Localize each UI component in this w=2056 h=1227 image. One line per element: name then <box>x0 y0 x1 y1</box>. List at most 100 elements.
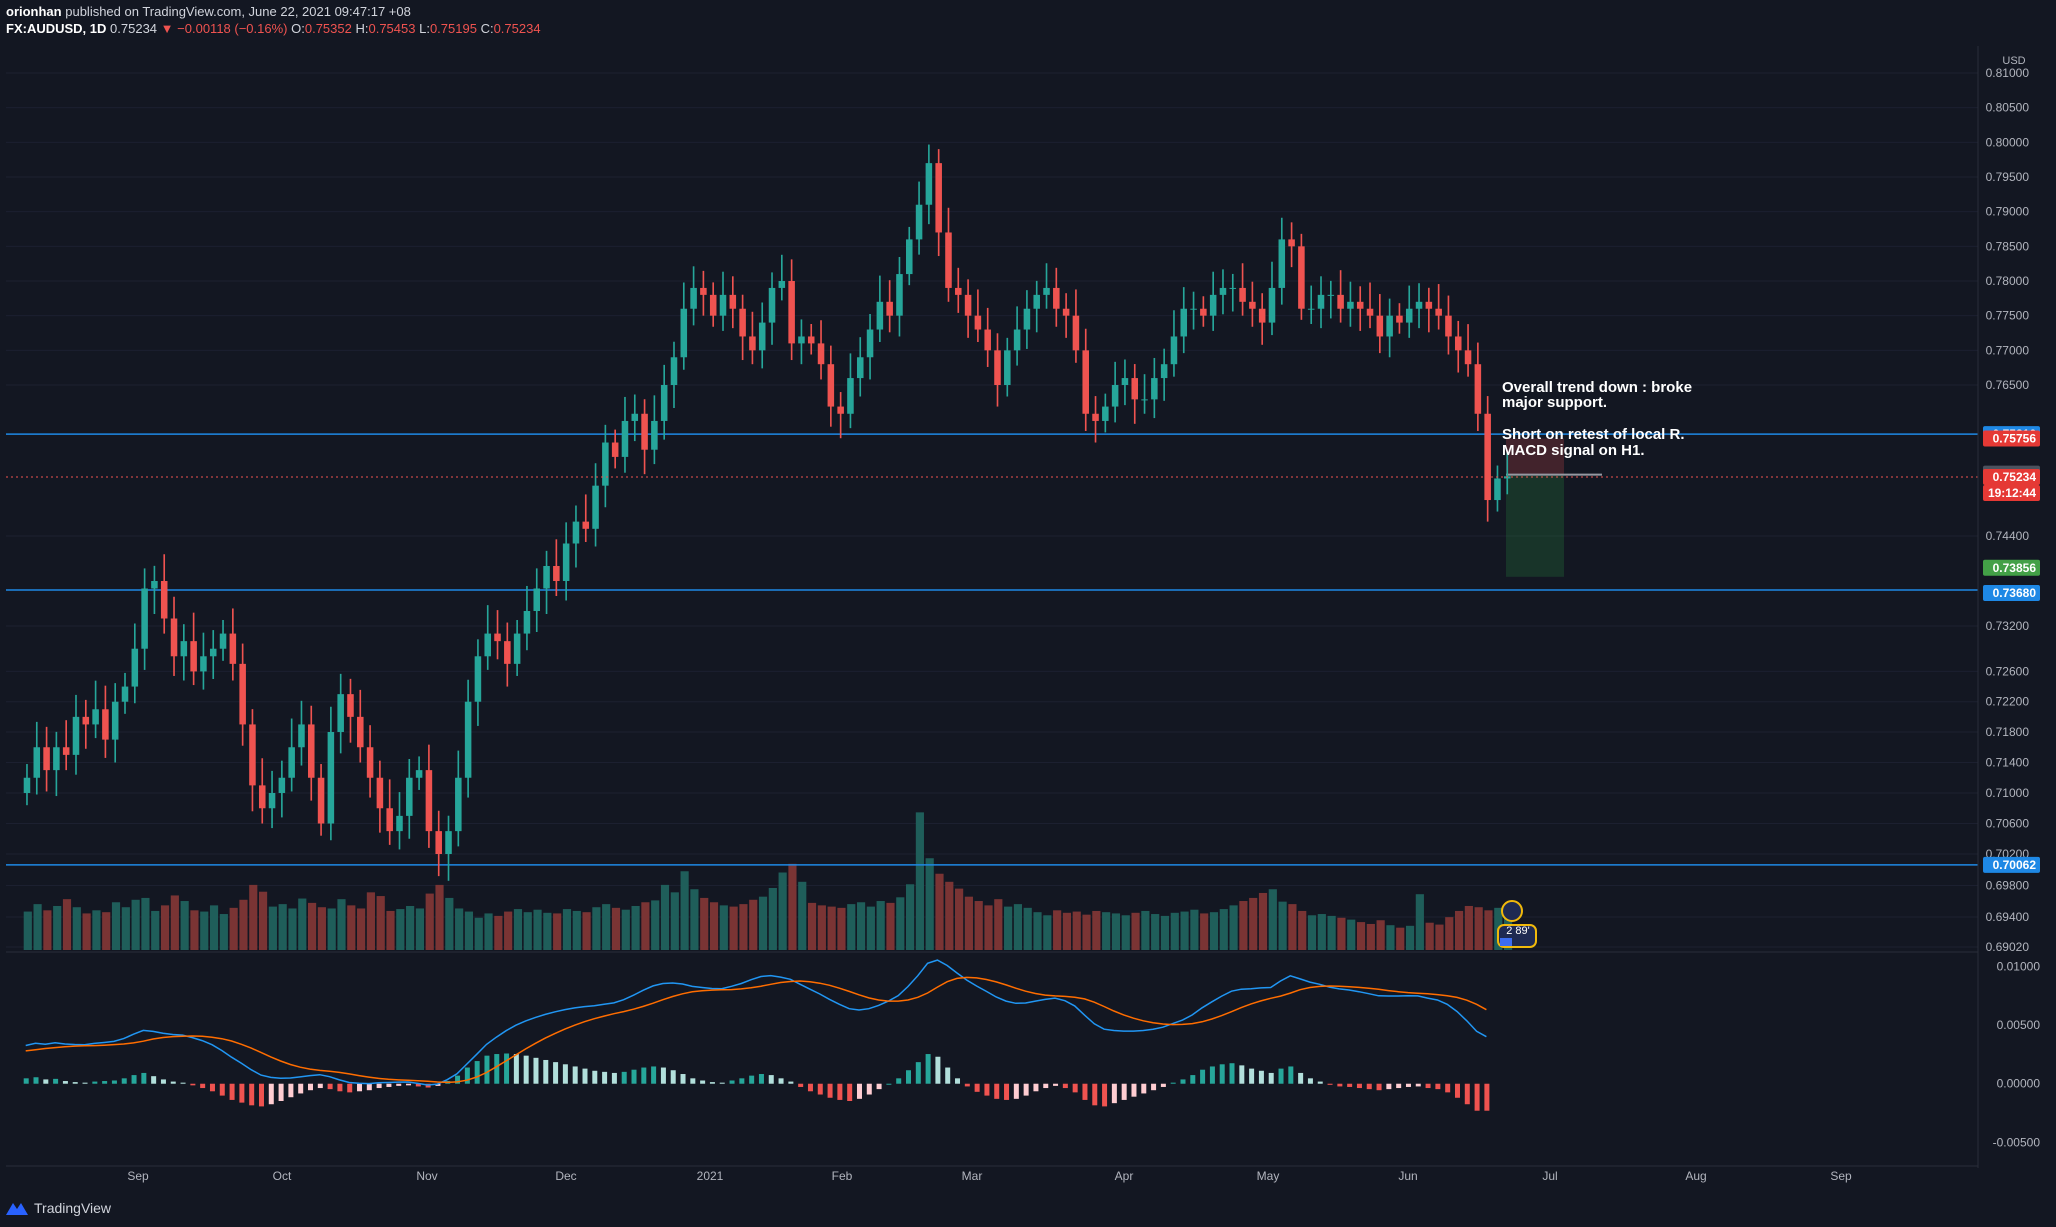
price-tag-label: 0.73680 <box>1993 586 2037 600</box>
time-label-Dec: Dec <box>555 1169 576 1183</box>
volume-bar <box>1239 901 1248 950</box>
volume-bar <box>670 892 679 950</box>
open-value: 0.75352 <box>304 21 352 36</box>
volume-bar <box>386 910 395 950</box>
volume-bar <box>1317 914 1326 950</box>
price-tag-bg <box>1983 469 2040 486</box>
macd-histogram-bar <box>1062 1083 1068 1089</box>
macd-tick-label: 0.00000 <box>1997 1077 2041 1091</box>
macd-tick-label: 0.00500 <box>1997 1018 2041 1032</box>
volume-bar <box>298 898 307 950</box>
volume-bar <box>935 873 944 950</box>
candle-body <box>533 588 541 611</box>
macd-histogram-bar <box>1053 1083 1059 1086</box>
volume-bar <box>1454 910 1464 950</box>
price-tag-bg <box>1983 585 2040 601</box>
candle-body <box>209 648 217 657</box>
macd-histogram-bar <box>494 1054 500 1084</box>
price-tag-bg <box>1983 856 2040 873</box>
horizontal-levels[interactable] <box>6 433 1978 866</box>
candle-body <box>92 709 99 725</box>
macd-histogram-bar <box>474 1061 480 1084</box>
publisher-name[interactable]: orionhan <box>6 4 62 19</box>
candle-body <box>523 611 531 634</box>
macd-histogram-bar <box>690 1078 696 1084</box>
volume-bar <box>984 905 993 950</box>
symbol-label[interactable]: FX:AUDUSD, 1D <box>6 21 107 36</box>
macd-histogram-bar <box>308 1083 313 1091</box>
price-chart[interactable]: 0.81000 0.80500 0.80000 0.79500 0.79000 0.785… <box>0 0 2056 1190</box>
macd-histogram-bar <box>700 1080 706 1084</box>
macd-histogram-bar <box>886 1083 892 1085</box>
volume-bar <box>1141 910 1150 950</box>
volume-bar <box>1278 901 1287 950</box>
volume-bar <box>1484 910 1493 950</box>
macd-axis[interactable]: 0.01000 0.00500 0.00000 -0.00500 <box>1993 959 2041 1149</box>
volume-bar <box>464 911 474 950</box>
macd-histogram-bar <box>866 1083 872 1095</box>
macd-histogram-bar <box>837 1083 843 1100</box>
candle-body <box>1082 350 1089 414</box>
down-arrow-icon: ▼ <box>160 21 174 36</box>
macd-histogram-bar <box>592 1070 598 1084</box>
candle-body <box>62 747 70 755</box>
macd-histogram-bar <box>778 1078 784 1084</box>
volume-bar <box>1445 917 1454 950</box>
event-badge[interactable]: 2 89' <box>1497 900 1537 948</box>
volume-bar <box>455 908 464 950</box>
macd-histogram-bar <box>435 1083 441 1086</box>
chart-header: orionhan published on TradingView.com, J… <box>0 0 2056 40</box>
time-label-Mar: Mar <box>962 1169 983 1183</box>
candle-body <box>562 543 570 581</box>
time-axis[interactable]: Sep Oct Nov Dec 2021 Feb Mar Apr May Jun Jul Aug Sep <box>127 1169 1852 1183</box>
volume-bar <box>523 912 532 950</box>
macd-histogram-bar <box>660 1067 666 1084</box>
macd-histogram-bar <box>729 1080 735 1084</box>
price-tag-label: 0.75234 <box>1993 470 2037 484</box>
tradingview-brand: TradingView <box>34 1200 112 1216</box>
volume-bar <box>788 863 797 950</box>
volume-bar <box>974 901 983 950</box>
candle-body <box>288 747 295 778</box>
candle-body <box>151 581 158 589</box>
macd-histogram-bar <box>847 1083 853 1102</box>
price-axis[interactable]: 0.81000 0.80500 0.80000 0.79500 0.79000 0.785… <box>1986 66 2030 954</box>
candle-body <box>1464 350 1472 365</box>
volume-bar <box>445 897 454 950</box>
candle-body <box>160 581 168 619</box>
volume-bar <box>415 908 425 950</box>
tradingview-icon <box>6 1203 28 1215</box>
price-tick-label: 0.77000 <box>1986 343 2030 357</box>
volume-bar <box>709 902 719 950</box>
macd-histogram-bar <box>1170 1082 1176 1084</box>
volume-bar <box>1425 922 1434 950</box>
short-position-tool[interactable] <box>1506 438 1602 577</box>
candle-body <box>474 656 482 702</box>
price-change: −0.00118 (−0.16%) <box>177 21 288 36</box>
candle-body <box>592 485 599 529</box>
macd-histogram-bar <box>641 1067 647 1084</box>
candle-body <box>1258 308 1266 323</box>
candle-body <box>43 747 50 771</box>
volume-bar <box>1160 915 1170 950</box>
volume-bar <box>1102 912 1111 950</box>
candle-body <box>631 413 639 421</box>
candle-body <box>1288 239 1295 247</box>
flag-icon[interactable] <box>1501 900 1523 922</box>
candle-body <box>347 694 354 717</box>
candle-body <box>1033 294 1040 309</box>
candle-body <box>690 287 697 309</box>
candle-body <box>484 633 491 657</box>
candle-body <box>1023 308 1031 330</box>
tradingview-logo[interactable]: TradingView <box>6 1200 111 1216</box>
candle-body <box>553 566 560 581</box>
footer: TradingView <box>0 1190 2056 1227</box>
volume-bar <box>1229 905 1238 950</box>
volume-bar <box>1004 906 1013 950</box>
candle-body <box>856 357 864 379</box>
candle-body <box>886 301 893 316</box>
macd-histogram-bar <box>1347 1083 1353 1087</box>
high-value: 0.75453 <box>368 21 416 36</box>
candle-body <box>1219 287 1227 295</box>
